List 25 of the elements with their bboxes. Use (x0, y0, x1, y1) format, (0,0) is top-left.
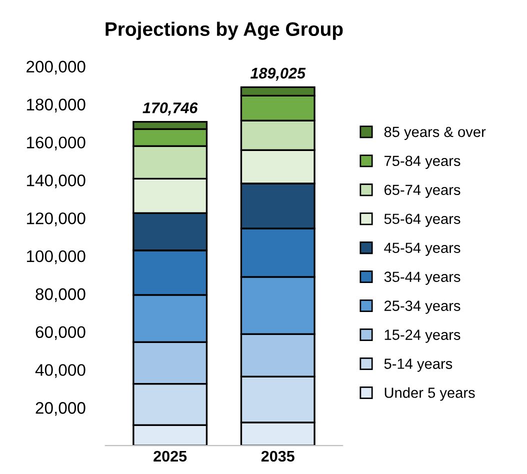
legend-label: 45-54 years (384, 242, 460, 256)
legend-label: 75-84 years (384, 156, 460, 169)
legend-label: 85 years & over (384, 126, 486, 140)
legend-label: 5-14 years (384, 358, 452, 372)
legend-label: 55-64 years (384, 214, 460, 227)
chart-title: Projections by Age Group (106, 22, 343, 40)
y-tick-label: 100,000 (26, 250, 86, 264)
y-tick-label: 60,000 (36, 326, 86, 340)
legend-label: 65-74 years (384, 184, 460, 198)
y-tick-label: 160,000 (26, 136, 86, 150)
y-tick-label: 120,000 (26, 212, 86, 226)
y-tick-label: 180,000 (26, 98, 86, 112)
y-tick-label: 200,000 (26, 60, 86, 75)
total-label: 189,025 (250, 68, 306, 81)
legend-label: 35-44 years (384, 272, 460, 285)
y-tick-label: 140,000 (26, 174, 86, 188)
legend-label: 25-34 years (384, 300, 460, 314)
x-tick-label: 2025 (154, 450, 187, 462)
legend-label: 15-24 years (384, 330, 460, 343)
total-label: 170,746 (142, 102, 198, 116)
x-tick-label: 2035 (261, 450, 294, 462)
y-tick-label: 80,000 (36, 288, 86, 302)
y-tick-label: 40,000 (35, 364, 86, 378)
legend-label: Under 5 years (384, 387, 475, 401)
y-tick-label: 20,000 (36, 402, 86, 416)
